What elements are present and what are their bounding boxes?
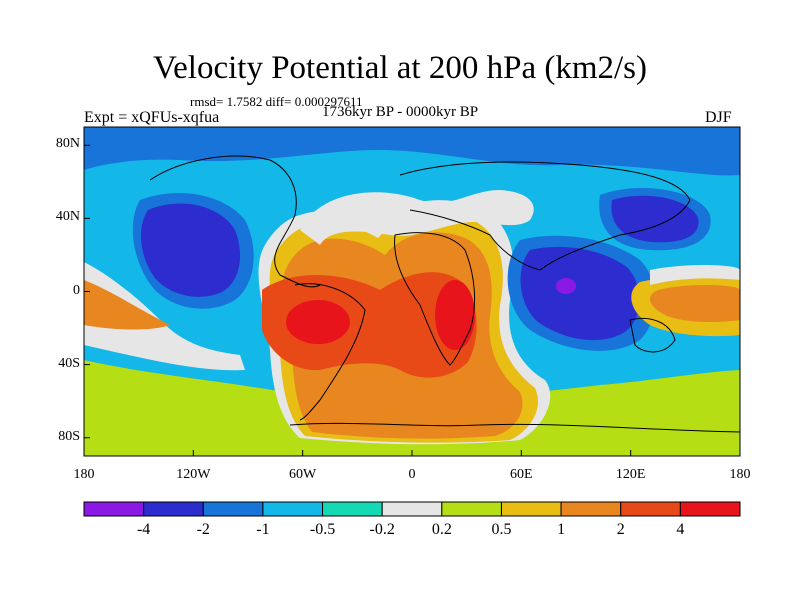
colorbar-level-label: 2 [616, 521, 625, 538]
coastlines [149, 155, 740, 433]
colorbar [83, 501, 741, 517]
x-tick-label: 60W [289, 467, 317, 482]
field-polar-negative [84, 127, 740, 176]
colorbar-level-label: 1 [557, 521, 566, 538]
field-positive-4-africa [435, 280, 475, 350]
figure-title: Velocity Potential at 200 hPa (km2/s) [152, 50, 648, 86]
colorbar-level-label: 0.2 [431, 521, 452, 538]
field-negative-2-east [520, 246, 640, 341]
colorbar-level-label: -1 [256, 521, 270, 538]
x-tick-label: 180 [729, 467, 751, 482]
coast-south-america [294, 283, 366, 421]
axis-ticks [83, 144, 741, 456]
colorbar-swatch [441, 501, 502, 517]
coast-australia [629, 317, 676, 353]
season-label: DJF [705, 109, 732, 126]
coast-antarctica [289, 422, 740, 433]
colorbar-level-label: -0.5 [309, 521, 336, 538]
x-tick-label: 60E [510, 467, 533, 482]
colorbar-level-label: -4 [136, 521, 151, 538]
field-pacific-neutral [84, 262, 245, 371]
y-tick-label: 40N [55, 209, 80, 225]
colorbar-swatch [83, 501, 145, 517]
field-negative-4-east [556, 278, 576, 294]
x-tick-label: 180 [73, 467, 95, 482]
colorbar-swatch [381, 501, 443, 517]
colorbar-swatch [620, 501, 681, 517]
field-negative-2-northeast [611, 195, 699, 243]
x-tick-label: 0 [408, 467, 416, 482]
colorbar-swatch [560, 501, 622, 517]
colorbar-swatch [322, 501, 383, 517]
y-tick-label: 0 [73, 282, 80, 298]
colorbar-swatch [262, 501, 324, 517]
field-positive-4-americas [286, 300, 350, 344]
x-tick-label: 120E [615, 467, 646, 482]
colorbar-level-label: -2 [196, 521, 210, 538]
field-west-pacific-positive-1 [649, 285, 740, 323]
field-west-pacific-neutral [650, 265, 740, 285]
colorbar-swatch [202, 501, 264, 517]
y-tick-label: 80N [55, 136, 80, 152]
experiment-label: Expt = xQFUs-xqfua [84, 109, 220, 126]
field-negative-2-west [140, 203, 241, 297]
velocity-potential-field [84, 127, 740, 456]
colorbar-swatch [679, 501, 741, 517]
colorbar-swatch [143, 501, 204, 517]
coast-north-america [149, 155, 321, 288]
y-tick-label: 40S [58, 355, 80, 371]
colorbar-level-label: 4 [676, 521, 685, 538]
field-europe-neutral [300, 190, 534, 245]
x-tick-label: 120W [176, 467, 211, 482]
colorbar-level-label: -0.2 [369, 521, 395, 538]
y-tick-label: 80S [58, 428, 80, 444]
field-east-pacific-positive [84, 280, 170, 330]
period-label: 1736kyr BP - 0000kyr BP [322, 104, 479, 120]
field-positive-2 [262, 272, 477, 378]
coast-eurasia [399, 161, 691, 271]
colorbar-level-label: 0.5 [491, 521, 512, 538]
colorbar-swatch [500, 501, 562, 517]
stats-line: rmsd= 1.7582 diff= 0.000297611 [190, 94, 363, 109]
coast-africa [394, 232, 476, 366]
